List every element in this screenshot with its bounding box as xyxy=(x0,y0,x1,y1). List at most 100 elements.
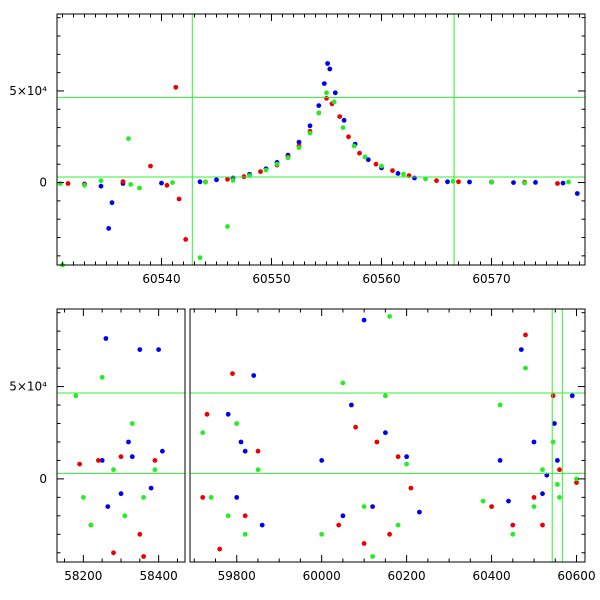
data-point xyxy=(99,458,105,463)
data-point xyxy=(65,181,71,186)
x-tick-label: 60570 xyxy=(472,272,510,286)
x-tick-label: 60560 xyxy=(362,272,400,286)
x-tick-label: 58200 xyxy=(64,569,102,583)
data-point xyxy=(346,134,351,140)
bottom-panel-segment: 58200 58400 xyxy=(56,308,186,583)
data-point xyxy=(230,371,235,376)
data-point xyxy=(383,393,388,399)
data-point xyxy=(242,448,248,454)
data-point xyxy=(106,226,112,231)
data-point xyxy=(81,495,86,500)
data-point xyxy=(340,380,346,386)
data-point xyxy=(489,179,494,185)
data-point xyxy=(197,255,203,261)
data-point xyxy=(395,454,401,460)
data-point xyxy=(152,467,158,473)
data-point xyxy=(569,393,575,399)
data-point xyxy=(105,504,111,509)
data-point xyxy=(258,169,263,175)
data-point xyxy=(321,81,327,86)
data-point xyxy=(255,448,261,454)
x-tick-label: 60400 xyxy=(472,569,510,583)
data-point xyxy=(325,61,330,66)
data-point xyxy=(550,393,556,399)
data-point xyxy=(557,495,562,500)
data-point xyxy=(164,182,170,188)
data-point xyxy=(362,154,368,160)
data-point xyxy=(128,182,134,187)
data-point xyxy=(173,84,179,90)
data-point xyxy=(395,171,401,176)
data-point xyxy=(99,374,105,380)
data-point xyxy=(555,482,560,487)
data-point xyxy=(506,498,511,504)
data-point xyxy=(540,491,545,497)
data-point xyxy=(255,467,261,473)
data-point xyxy=(390,168,395,174)
data-point xyxy=(560,180,566,186)
bottom-panel: 58200 58400 59800 60000 60200 60400 60600 5×10⁴… xyxy=(9,308,596,583)
data-point xyxy=(332,90,338,96)
data-point xyxy=(540,467,545,473)
data-point xyxy=(118,454,124,460)
data-point xyxy=(370,504,375,509)
data-point xyxy=(225,224,230,229)
data-point xyxy=(387,314,392,319)
data-point xyxy=(200,495,206,500)
data-point xyxy=(259,522,265,528)
data-point xyxy=(217,546,223,552)
data-point xyxy=(316,110,322,116)
data-point xyxy=(557,467,562,473)
data-point xyxy=(523,365,528,371)
data-point xyxy=(234,495,240,500)
data-point xyxy=(82,182,87,188)
plot-frame xyxy=(56,308,186,563)
data-point xyxy=(197,179,203,185)
data-point xyxy=(489,504,494,509)
data-point xyxy=(417,509,422,515)
data-point xyxy=(574,480,579,485)
data-point xyxy=(408,485,414,491)
data-point xyxy=(214,177,219,183)
data-point xyxy=(574,476,579,482)
data-point xyxy=(238,439,244,445)
data-point xyxy=(316,103,322,108)
data-point xyxy=(341,117,347,123)
data-point xyxy=(263,167,269,173)
data-point xyxy=(370,554,375,559)
bottom-panel-segment: 59800 60000 60200 60400 60600 xyxy=(189,308,596,583)
data-point xyxy=(225,411,231,417)
data-point xyxy=(566,179,571,185)
data-point xyxy=(296,145,302,151)
data-point xyxy=(96,458,101,463)
data-point xyxy=(383,430,388,436)
data-point xyxy=(141,495,147,500)
data-point xyxy=(434,178,439,184)
data-point xyxy=(340,125,346,130)
data-point xyxy=(118,491,124,497)
data-point xyxy=(129,421,135,426)
data-point xyxy=(353,424,358,430)
data-point xyxy=(522,180,527,186)
data-point xyxy=(351,143,357,149)
data-point xyxy=(379,163,384,169)
data-point xyxy=(523,332,528,338)
data-point xyxy=(340,513,346,519)
data-point xyxy=(361,317,367,323)
data-point xyxy=(129,454,135,460)
data-point xyxy=(156,347,162,352)
x-tick-label: 60200 xyxy=(388,569,426,583)
x-tick-label: 60600 xyxy=(557,569,595,583)
data-point xyxy=(336,522,342,528)
data-point xyxy=(170,180,175,186)
data-point xyxy=(137,347,143,352)
x-tick-label: 59800 xyxy=(218,569,256,583)
data-point xyxy=(225,176,230,182)
data-point xyxy=(412,175,417,181)
data-point xyxy=(122,513,128,519)
data-point xyxy=(574,191,580,196)
data-point xyxy=(88,522,94,528)
data-point xyxy=(234,421,240,426)
data-point xyxy=(126,439,131,445)
